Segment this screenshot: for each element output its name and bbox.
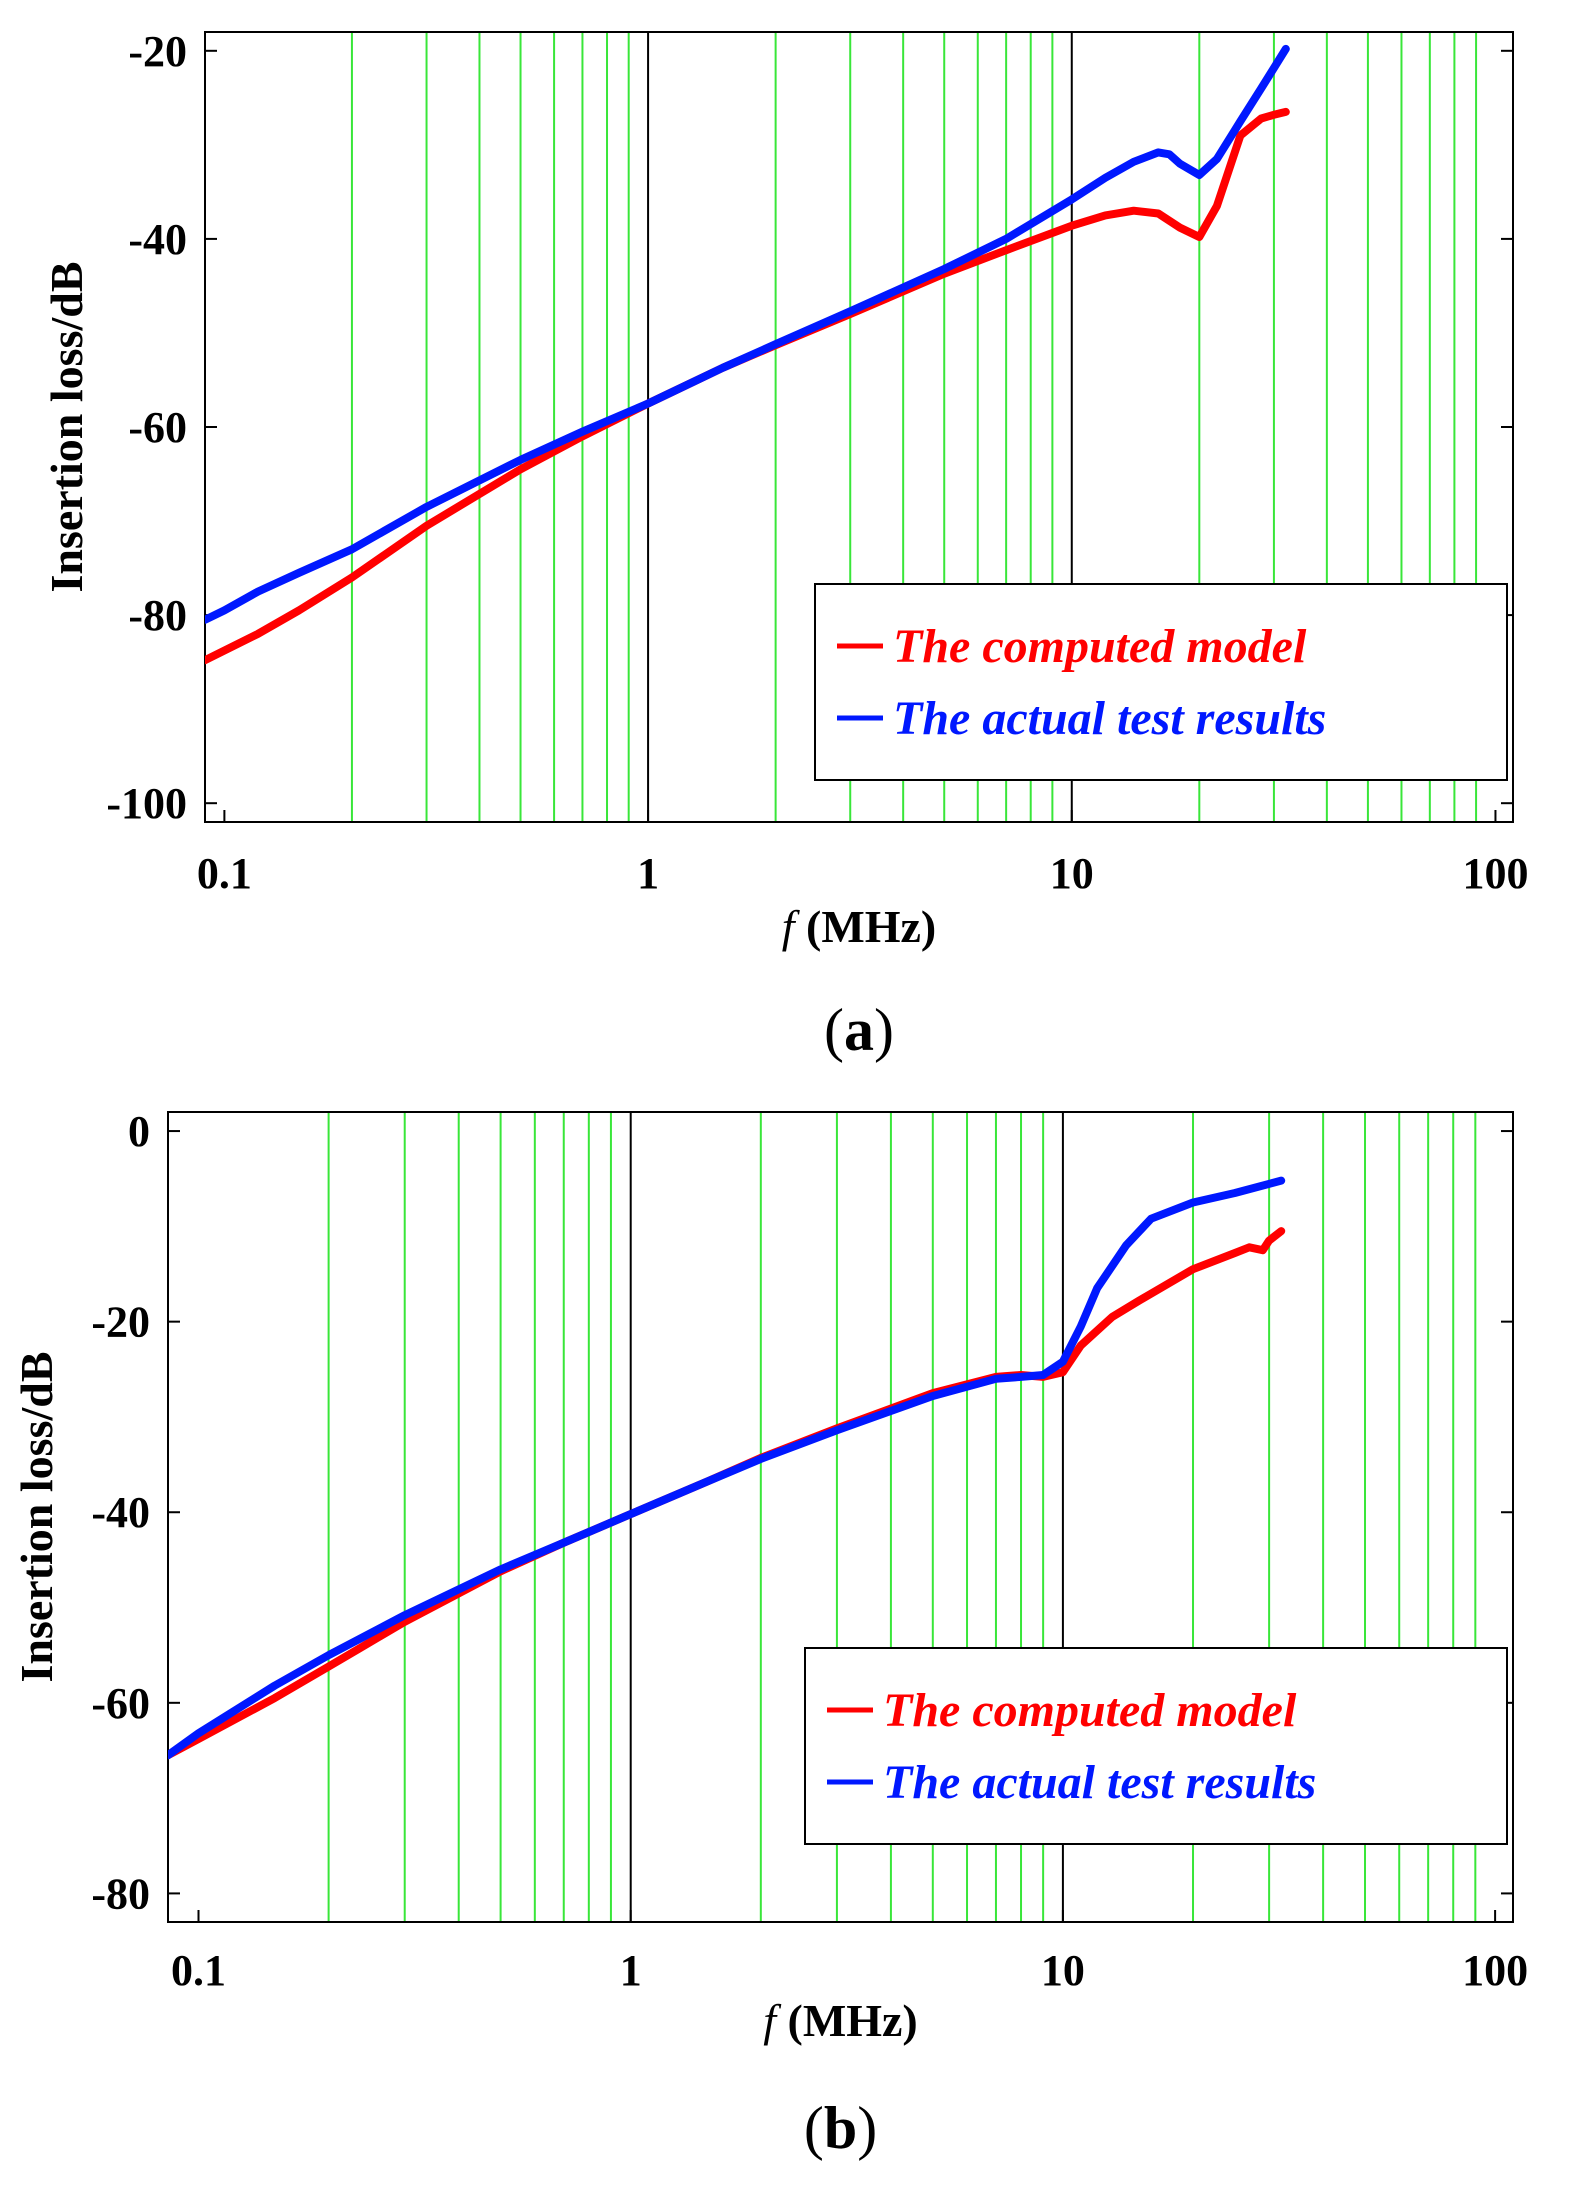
- y-tick-label: -100: [106, 779, 187, 828]
- x-tick-label: 0.1: [197, 849, 252, 898]
- panel-label-letter: b: [824, 2095, 857, 2161]
- legend-entry: The computed model: [883, 1684, 1297, 1737]
- x-tick-label: 100: [1462, 1946, 1528, 1995]
- y-tick-label: -40: [128, 215, 187, 264]
- x-tick-label: 0.1: [171, 1946, 226, 1995]
- y-tick-label: -60: [91, 1679, 150, 1728]
- x-axis-label: f (MHz): [763, 1995, 918, 2046]
- x-tick-label: 10: [1041, 1946, 1085, 1995]
- x-tick-label: 100: [1462, 849, 1528, 898]
- legend-entry: The actual test results: [893, 692, 1326, 745]
- panel-label-close: ): [874, 997, 894, 1063]
- legend-box: [804, 1647, 1508, 1845]
- legend-entry: The actual test results: [883, 1756, 1316, 1809]
- panel-label: (b): [804, 2095, 877, 2161]
- x-axis-label: f (MHz): [782, 901, 937, 952]
- y-tick-label: -20: [91, 1298, 150, 1347]
- actual-test-results-line: [205, 44, 1290, 624]
- legend: The computed model The actual test result…: [804, 1647, 1508, 1845]
- panel-label-close: ): [857, 2095, 877, 2161]
- legend-entry: The computed model: [893, 620, 1307, 673]
- x-axis-label-unit: (MHz): [795, 901, 937, 952]
- x-axis-label-unit: (MHz): [776, 1995, 918, 2046]
- actual-test-results-line: [168, 1176, 1286, 1760]
- panel-label: (a): [824, 997, 894, 1063]
- plot-frame: [167, 1111, 1514, 1923]
- y-axis-label: Insertion loss/dB: [41, 261, 92, 592]
- panel-b: 0 -20 -40 -60 -80 0.1 1 10 100 f (MHz) Insertion l…: [11, 1107, 1528, 2161]
- computed-model-line: [205, 107, 1290, 665]
- panel-label-open: (: [824, 997, 844, 1063]
- y-tick-label: -60: [128, 403, 187, 452]
- series-group: [205, 44, 1290, 665]
- y-tick-label: -80: [128, 591, 187, 640]
- series-group: [168, 1176, 1286, 1760]
- legend-box: [814, 583, 1508, 781]
- legend: The computed model The actual test result…: [814, 583, 1508, 781]
- y-tick-label: -20: [128, 27, 187, 76]
- panel-label-letter: a: [844, 997, 874, 1063]
- x-tick-label: 1: [637, 849, 659, 898]
- panel-label-open: (: [804, 2095, 824, 2161]
- y-tick-label: -40: [91, 1488, 150, 1537]
- x-tick-label: 1: [620, 1946, 642, 1995]
- y-tick-label: -80: [91, 1869, 150, 1918]
- y-tick-label: 0: [128, 1107, 150, 1156]
- y-axis-label: Insertion loss/dB: [11, 1351, 62, 1682]
- x-tick-label: 10: [1050, 849, 1094, 898]
